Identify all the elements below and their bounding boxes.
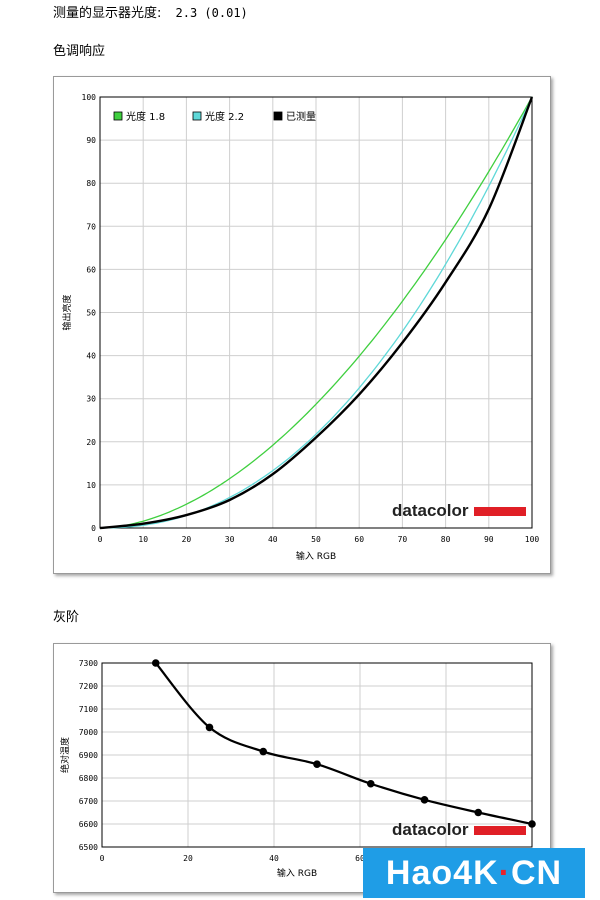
legend-label: 已测量 <box>286 110 316 123</box>
grayscale-title: 灰阶 <box>53 610 80 625</box>
x-tick-label: 20 <box>182 535 192 544</box>
grayscale-plot: 0 20 40 60 6500 6600 6700 6800 6900 7000 7100 7200 7… <box>59 659 536 879</box>
y-tick-label: 60 <box>86 265 96 274</box>
legend-label: 光度 2.2 <box>205 110 244 123</box>
x-tick-label: 20 <box>183 854 193 863</box>
y-tick-label: 30 <box>86 395 96 404</box>
series-line-1 <box>99 96 533 529</box>
y-tick-label: 80 <box>86 179 96 188</box>
legend-label: 光度 1.8 <box>126 110 165 123</box>
measured-gamma-label: 测量的显示器光度: <box>53 6 162 21</box>
legend-swatch <box>273 111 283 121</box>
y-tick-label: 7300 <box>79 659 98 668</box>
x-axis-title: 输入 RGB <box>277 867 317 879</box>
tone-response-title: 色调响应 <box>53 44 106 59</box>
temperature-point <box>528 820 536 828</box>
measured-gamma-value: 2.3 (0.01) <box>175 6 248 20</box>
temperature-point <box>205 723 214 732</box>
y-tick-label: 10 <box>86 481 96 490</box>
temperature-point <box>474 808 483 817</box>
datacolor-logo-text: datacolor <box>392 820 469 839</box>
x-tick-label: 60 <box>355 854 365 863</box>
datacolor-logo-bar <box>474 507 526 516</box>
y-tick-label: 6600 <box>79 820 98 829</box>
tone-response-plot: 0 10 20 30 40 50 60 70 80 90 100 0 10 20 30 40 50 60 70 80 9… <box>61 93 540 562</box>
x-tick-label: 70 <box>398 535 408 544</box>
y-tick-label: 7000 <box>79 728 98 737</box>
y-axis-title: 输出亮度 <box>61 294 73 330</box>
series-line-3 <box>99 96 534 530</box>
datacolor-logo-bar <box>474 826 526 835</box>
tone-response-chart: 0 10 20 30 40 50 60 70 80 90 100 0 10 20 30 40 50 60 70 80 9… <box>53 76 551 574</box>
x-tick-label: 30 <box>225 535 235 544</box>
plot-area-border <box>101 662 533 848</box>
temperature-point <box>366 779 375 788</box>
x-tick-label: 40 <box>268 535 278 544</box>
y-tick-label: 50 <box>86 309 96 318</box>
hao4k-watermark: Hao4K·CN <box>363 848 585 898</box>
x-tick-label: 60 <box>354 535 364 544</box>
temperature-point <box>313 760 321 768</box>
datacolor-logo-text: datacolor <box>392 501 469 520</box>
x-axis-title: 输入 RGB <box>296 550 336 562</box>
y-tick-label: 7100 <box>79 705 98 714</box>
x-tick-label: 40 <box>269 854 279 863</box>
watermark-suffix: CN <box>510 854 563 892</box>
legend-swatch <box>192 111 202 121</box>
y-tick-label: 70 <box>86 222 96 231</box>
watermark-prefix: Hao4K <box>385 854 499 892</box>
x-tick-label: 80 <box>441 535 451 544</box>
temperature-point <box>259 747 268 756</box>
x-tick-label: 90 <box>484 535 494 544</box>
y-tick-label: 40 <box>86 352 96 361</box>
y-tick-label: 6900 <box>79 751 98 760</box>
y-tick-label: 6800 <box>79 774 98 783</box>
temperature-point <box>151 659 160 667</box>
temperature-line <box>154 662 533 826</box>
plot-area-border <box>99 96 533 529</box>
y-tick-label: 90 <box>86 136 96 145</box>
y-tick-label: 6700 <box>79 797 98 806</box>
y-axis-title: 绝对温度 <box>59 737 71 773</box>
x-tick-label: 0 <box>100 854 105 863</box>
x-tick-label: 0 <box>98 535 103 544</box>
watermark-dot: · <box>498 854 511 892</box>
legend-swatch <box>113 111 123 121</box>
y-tick-label: 0 <box>91 524 96 533</box>
x-tick-label: 10 <box>138 535 148 544</box>
temperature-point <box>420 796 429 804</box>
measured-gamma-line: 测量的显示器光度: 2.3 (0.01) <box>53 2 248 21</box>
x-tick-label: 50 <box>311 535 321 544</box>
y-tick-label: 7200 <box>79 682 98 691</box>
x-tick-label: 100 <box>525 535 540 544</box>
y-tick-label: 100 <box>82 93 97 102</box>
y-tick-label: 20 <box>86 438 96 447</box>
y-tick-label: 6500 <box>79 843 98 852</box>
